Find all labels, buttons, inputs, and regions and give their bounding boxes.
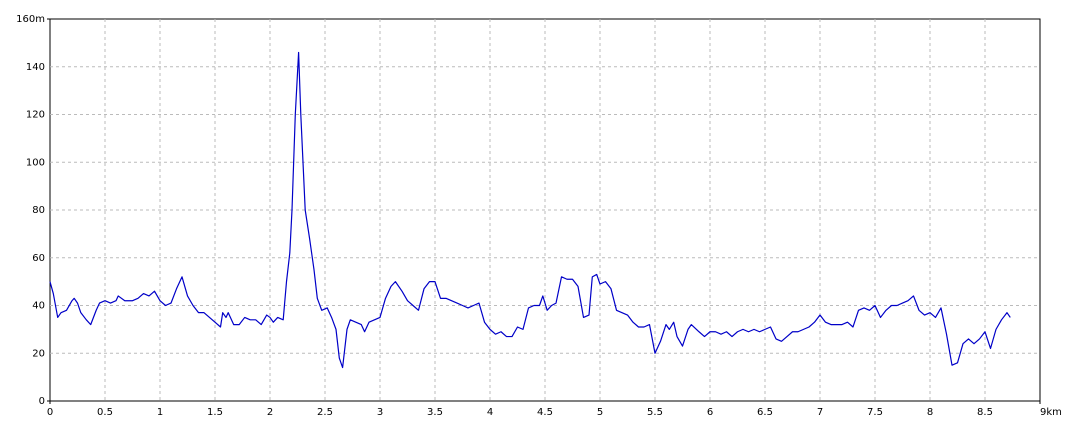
y-tick-label: 100 <box>26 157 45 168</box>
y-tick-label: 60 <box>32 253 45 264</box>
x-tick-label: 6 <box>707 407 713 418</box>
y-tick-label: 0 <box>39 396 45 407</box>
x-tick-label: 2.5 <box>317 407 333 418</box>
x-tick-label: 7 <box>817 407 823 418</box>
elevation-line <box>49 51 1011 369</box>
x-tick-label: 3 <box>377 407 383 418</box>
x-tick-label: 8 <box>927 407 933 418</box>
x-tick-label: 2 <box>267 407 273 418</box>
y-tick-label: 140 <box>26 62 45 73</box>
x-tick-label: 4.5 <box>537 407 553 418</box>
x-tick-label: 6.5 <box>757 407 773 418</box>
x-tick-label: 1 <box>157 407 163 418</box>
y-tick-label: 160m <box>16 14 45 25</box>
x-tick-label: 1.5 <box>207 407 223 418</box>
x-tick-label: 0 <box>47 407 53 418</box>
x-tick-label: 9km <box>1040 407 1062 418</box>
y-tick-label: 120 <box>26 110 45 121</box>
x-tick-label: 7.5 <box>867 407 883 418</box>
y-tick-label: 20 <box>32 348 45 359</box>
y-tick-label: 40 <box>32 301 45 312</box>
y-tick-label: 80 <box>32 205 45 216</box>
x-tick-label: 3.5 <box>427 407 443 418</box>
x-tick-label: 0.5 <box>97 407 113 418</box>
x-tick-label: 8.5 <box>977 407 993 418</box>
x-tick-label: 5 <box>597 407 603 418</box>
x-tick-label: 4 <box>487 407 493 418</box>
x-tick-label: 5.5 <box>647 407 663 418</box>
